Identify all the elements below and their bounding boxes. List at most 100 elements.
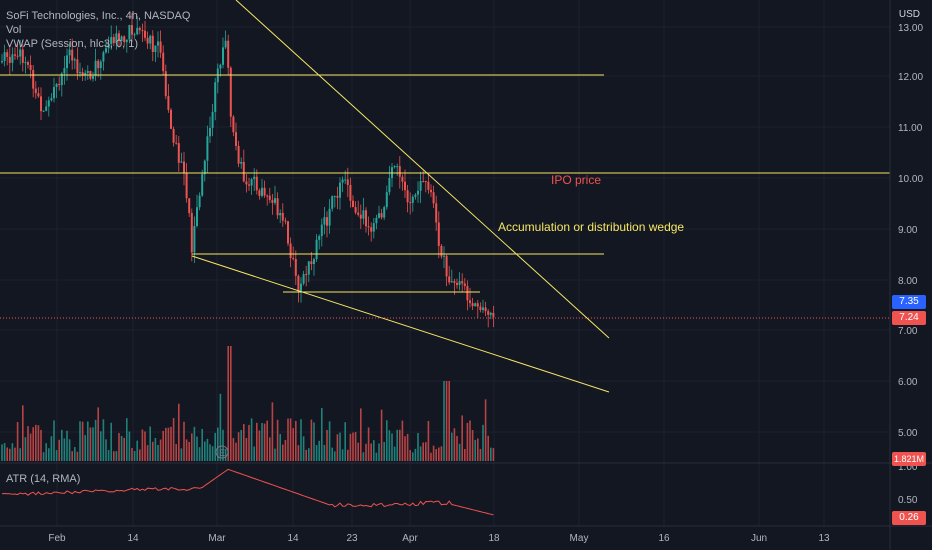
candle-body <box>29 64 32 71</box>
candle-body <box>479 306 482 310</box>
candle-body <box>466 285 469 301</box>
time-axis-label: Mar <box>208 533 226 544</box>
candle-body <box>19 49 22 57</box>
candle-body <box>164 71 167 97</box>
drawings[interactable] <box>0 0 890 393</box>
volume-bar <box>487 435 489 461</box>
candle-body <box>227 40 230 68</box>
candle-body <box>453 281 456 283</box>
candle-body <box>378 213 380 218</box>
price-axis[interactable]: 13.00 12.00 11.00 10.00 9.00 8.00 7.00 6.00 5.00… <box>898 23 923 506</box>
atr-legend[interactable]: ATR (14, RMA) <box>6 473 81 485</box>
volume-bar <box>349 433 352 461</box>
candle-body <box>167 96 170 110</box>
volume-bar <box>209 444 211 461</box>
volume-bar <box>282 444 284 461</box>
wedge-lower-trendline[interactable] <box>191 255 610 393</box>
candle-body <box>417 190 419 195</box>
candle-body <box>47 100 50 107</box>
candle-body <box>398 166 401 177</box>
candle-body <box>193 226 196 253</box>
volume-bar <box>48 448 50 461</box>
candle-body <box>469 300 471 304</box>
volume-bar <box>204 441 206 461</box>
candle-body <box>300 283 302 292</box>
candle-body <box>42 110 45 112</box>
volume-bar <box>375 452 378 461</box>
time-axis-label: 14 <box>127 533 139 544</box>
candle-body <box>229 67 232 117</box>
price-axis-label: 12.00 <box>898 72 923 83</box>
atr-axis-label: 0.50 <box>898 495 918 506</box>
candle-body <box>419 181 422 191</box>
volume-legend[interactable]: Vol <box>6 24 22 36</box>
volume-bar <box>61 429 63 461</box>
candle-body <box>349 184 352 201</box>
volume-bar <box>284 439 287 461</box>
candle-body <box>307 261 310 275</box>
volume-bar <box>222 429 224 461</box>
volume-bar <box>71 451 73 461</box>
time-axis[interactable]: Feb 14 Mar 14 23 Apr 18 May 16 Jun 13 <box>48 533 830 544</box>
volume-bar <box>425 442 427 461</box>
volume-bar <box>118 433 120 461</box>
candle-body <box>190 212 193 253</box>
volume-bar <box>308 448 310 461</box>
candle-body <box>27 62 29 65</box>
volume-bar <box>310 419 313 461</box>
symbol-legend[interactable]: SoFi Technologies, Inc., 4h, NASDAQ <box>6 10 191 22</box>
candle-body <box>276 198 279 216</box>
candle-body <box>146 37 149 44</box>
candle-body <box>448 276 451 283</box>
candle-body <box>14 54 16 56</box>
volume-bar <box>14 447 16 461</box>
vwap-legend[interactable]: VWAP (Session, hlc3, 0, 1) <box>6 38 139 50</box>
volume-bar <box>92 427 94 461</box>
candle-body <box>253 176 256 180</box>
volume-bar <box>445 381 448 461</box>
candle-body <box>125 39 128 43</box>
volume-bar <box>141 429 144 461</box>
candle-body <box>131 25 133 35</box>
candle-body <box>8 56 11 63</box>
candle-body <box>482 307 484 310</box>
price-axis-label: 9.00 <box>898 225 918 236</box>
candle-body <box>128 25 131 40</box>
volume-bar <box>438 447 440 461</box>
volume-bar <box>458 443 461 461</box>
candle-body <box>133 34 136 36</box>
candle-body <box>201 174 204 196</box>
volume-bar <box>295 420 297 461</box>
price-axis-label: 11.00 <box>898 123 923 134</box>
volume-bar <box>344 422 346 461</box>
volume-bar <box>393 446 396 461</box>
candle-body <box>370 227 373 232</box>
candle-body <box>393 166 396 168</box>
volume-bar <box>1 444 3 461</box>
candle-body <box>315 239 318 260</box>
volume-bar <box>123 437 125 461</box>
candle-body <box>235 132 237 146</box>
candle-body <box>323 217 326 225</box>
candle-body <box>352 200 354 208</box>
volume-bar <box>105 439 107 461</box>
volume-bar <box>334 451 336 461</box>
candle-body <box>339 182 341 198</box>
volume-bar <box>432 445 435 461</box>
volume-bar <box>113 451 115 461</box>
candle-body <box>261 187 263 196</box>
candle-body <box>198 195 201 208</box>
candle-body <box>183 161 185 174</box>
volume-bar <box>388 430 391 461</box>
volume-bar <box>469 420 471 461</box>
earnings-marker[interactable] <box>215 445 229 459</box>
volume-bar <box>76 451 79 461</box>
candle-body <box>344 179 347 181</box>
volume-bar <box>474 439 476 461</box>
volume-bar <box>240 429 242 461</box>
volume-bar <box>396 429 398 461</box>
currency-label[interactable]: USD <box>898 9 920 20</box>
candle-body <box>45 106 48 111</box>
wedge-upper-trendline[interactable] <box>235 0 610 339</box>
